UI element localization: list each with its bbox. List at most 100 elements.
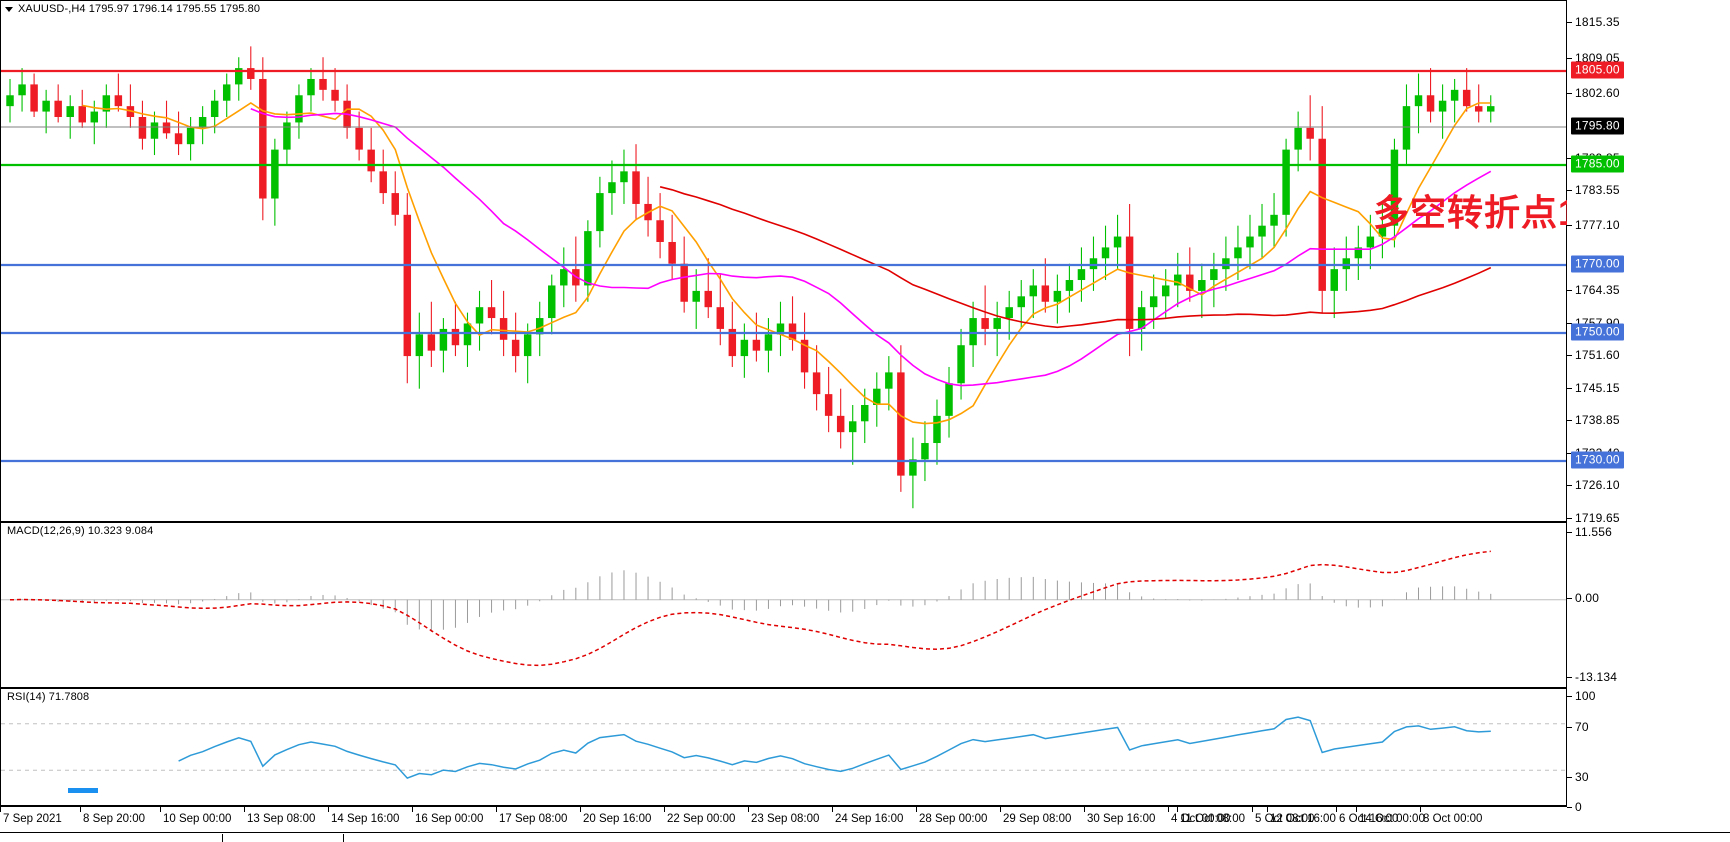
candle-body <box>6 95 14 107</box>
candle-body <box>150 122 159 139</box>
horizontal-scroll-thumb[interactable] <box>68 788 98 793</box>
time-tick-label: 12 Oct 16:00 <box>1270 813 1336 825</box>
candle-body <box>1017 296 1025 308</box>
price-tick-label: 0.00 <box>1575 591 1600 605</box>
scale-tick <box>1567 290 1572 291</box>
scale-tick <box>1567 696 1572 697</box>
candle-body <box>873 388 881 405</box>
chevron-down-icon[interactable] <box>5 7 13 12</box>
time-tick-label: 30 Sep 16:00 <box>1087 813 1156 825</box>
scale-tick <box>1567 158 1572 159</box>
candle-body <box>1306 127 1314 139</box>
price-chart-panel[interactable]: XAUUSD-,H4 1795.97 1796.14 1795.55 1795.… <box>0 0 1641 522</box>
price-level-tag[interactable]: 1785.00 <box>1571 155 1624 173</box>
time-scale[interactable]: 7 Sep 2021 8 Sep 20:00 10 Sep 00:00 13 Sep … <box>0 806 1567 832</box>
candle-body <box>909 459 917 476</box>
time-tick-label: 20 Sep 16:00 <box>583 813 652 825</box>
scale-tick <box>1567 93 1572 94</box>
price-tick-label: 100 <box>1575 689 1596 703</box>
time-tick-label: 4 Oct 00:00 <box>1171 813 1231 825</box>
candle-body <box>1149 296 1158 308</box>
scale-tick <box>1567 532 1572 533</box>
time-tick-label: 14 Sep 16:00 <box>331 813 400 825</box>
symbol-header: XAUUSD-,H4 1795.97 1796.14 1795.55 1795.… <box>18 3 261 15</box>
time-tick <box>832 807 833 812</box>
candle-body <box>824 394 833 416</box>
candle-body <box>656 220 664 242</box>
time-tick <box>0 807 1 812</box>
candle-body <box>1041 285 1050 302</box>
candle-body <box>222 84 231 101</box>
time-tick <box>1336 807 1337 812</box>
rsi-plot-area[interactable] <box>1 689 1566 805</box>
time-tick-label: 6 Oct 16:00 <box>1339 813 1399 825</box>
price-tick-label: 1777.10 <box>1575 218 1620 232</box>
price-level-tag[interactable]: 1730.00 <box>1571 451 1624 469</box>
time-tick-label: 11 Oct 08:00 <box>1180 813 1245 825</box>
candle-body <box>1161 285 1170 297</box>
price-scale[interactable]: 1815.351809.051802.601789.851783.551777.… <box>1567 0 1730 826</box>
time-tick <box>244 807 245 812</box>
price-tick-label: -13.134 <box>1575 670 1618 684</box>
candle-body <box>114 95 123 107</box>
candle-body <box>174 133 183 145</box>
candle-body <box>921 443 929 460</box>
candle-body <box>1330 269 1338 291</box>
candle-body <box>1077 269 1086 281</box>
candle-body <box>776 323 785 335</box>
price-tick-label: 30 <box>1575 770 1589 784</box>
time-tick-label: 16 Sep 00:00 <box>415 813 484 825</box>
scale-tick <box>1567 22 1572 23</box>
plot-svg <box>1 46 1566 509</box>
price-tick-label: 1745.15 <box>1575 381 1620 395</box>
time-tick-label: 24 Sep 16:00 <box>835 813 904 825</box>
scale-tick <box>1567 420 1572 421</box>
time-tick <box>80 807 81 812</box>
macd-plot-area[interactable] <box>1 523 1566 687</box>
candle-body <box>1065 280 1074 291</box>
ma-mid-line <box>250 107 1492 387</box>
price-tick-label: 1783.55 <box>1575 183 1620 197</box>
status-bar-mid-section <box>222 834 343 842</box>
price-tick-label: 1764.35 <box>1575 283 1620 297</box>
candle-body <box>499 318 508 340</box>
candle-body <box>933 415 941 444</box>
scale-tick <box>1567 190 1572 191</box>
rsi-panel[interactable]: RSI(14) 71.7808 <box>0 688 1567 806</box>
scale-tick <box>1567 598 1572 599</box>
time-tick <box>412 807 413 812</box>
candle-body <box>752 339 761 351</box>
price-level-tag[interactable]: 1750.00 <box>1571 323 1624 341</box>
scale-tick <box>1567 225 1572 226</box>
candle-body <box>764 334 773 351</box>
candle-body <box>1487 106 1495 112</box>
candle-body <box>259 78 267 199</box>
candle-body <box>379 171 387 194</box>
price-level-tag[interactable]: 1805.00 <box>1571 61 1624 79</box>
candle-body <box>66 106 74 118</box>
candle-body <box>198 117 207 128</box>
candle-body <box>632 171 640 204</box>
candle-body <box>897 372 905 476</box>
price-tick-label: 0 <box>1575 800 1582 814</box>
price-tick-label: 1726.10 <box>1575 478 1620 492</box>
candle-body <box>78 106 86 123</box>
price-plot-area[interactable] <box>1 1 1566 521</box>
candle-body <box>1366 236 1375 248</box>
candle-body <box>1450 89 1459 101</box>
candle-body <box>42 100 50 112</box>
candle-body <box>740 339 749 357</box>
candle-body <box>1246 236 1254 248</box>
candle-body <box>1222 258 1230 270</box>
time-tick-label: 8 Oct 00:00 <box>1423 813 1483 825</box>
candle-body <box>475 307 484 324</box>
macd-panel[interactable]: MACD(12,26,9) 10.323 9.084 <box>0 522 1567 688</box>
price-level-tag[interactable]: 1795.80 <box>1571 117 1624 135</box>
price-level-tag[interactable]: 1770.00 <box>1571 255 1624 273</box>
candle-body <box>451 328 460 346</box>
candle-body <box>186 127 195 145</box>
scale-tick <box>1567 323 1572 324</box>
time-tick-label: 7 Sep 2021 <box>3 813 62 825</box>
time-tick <box>1000 807 1001 812</box>
